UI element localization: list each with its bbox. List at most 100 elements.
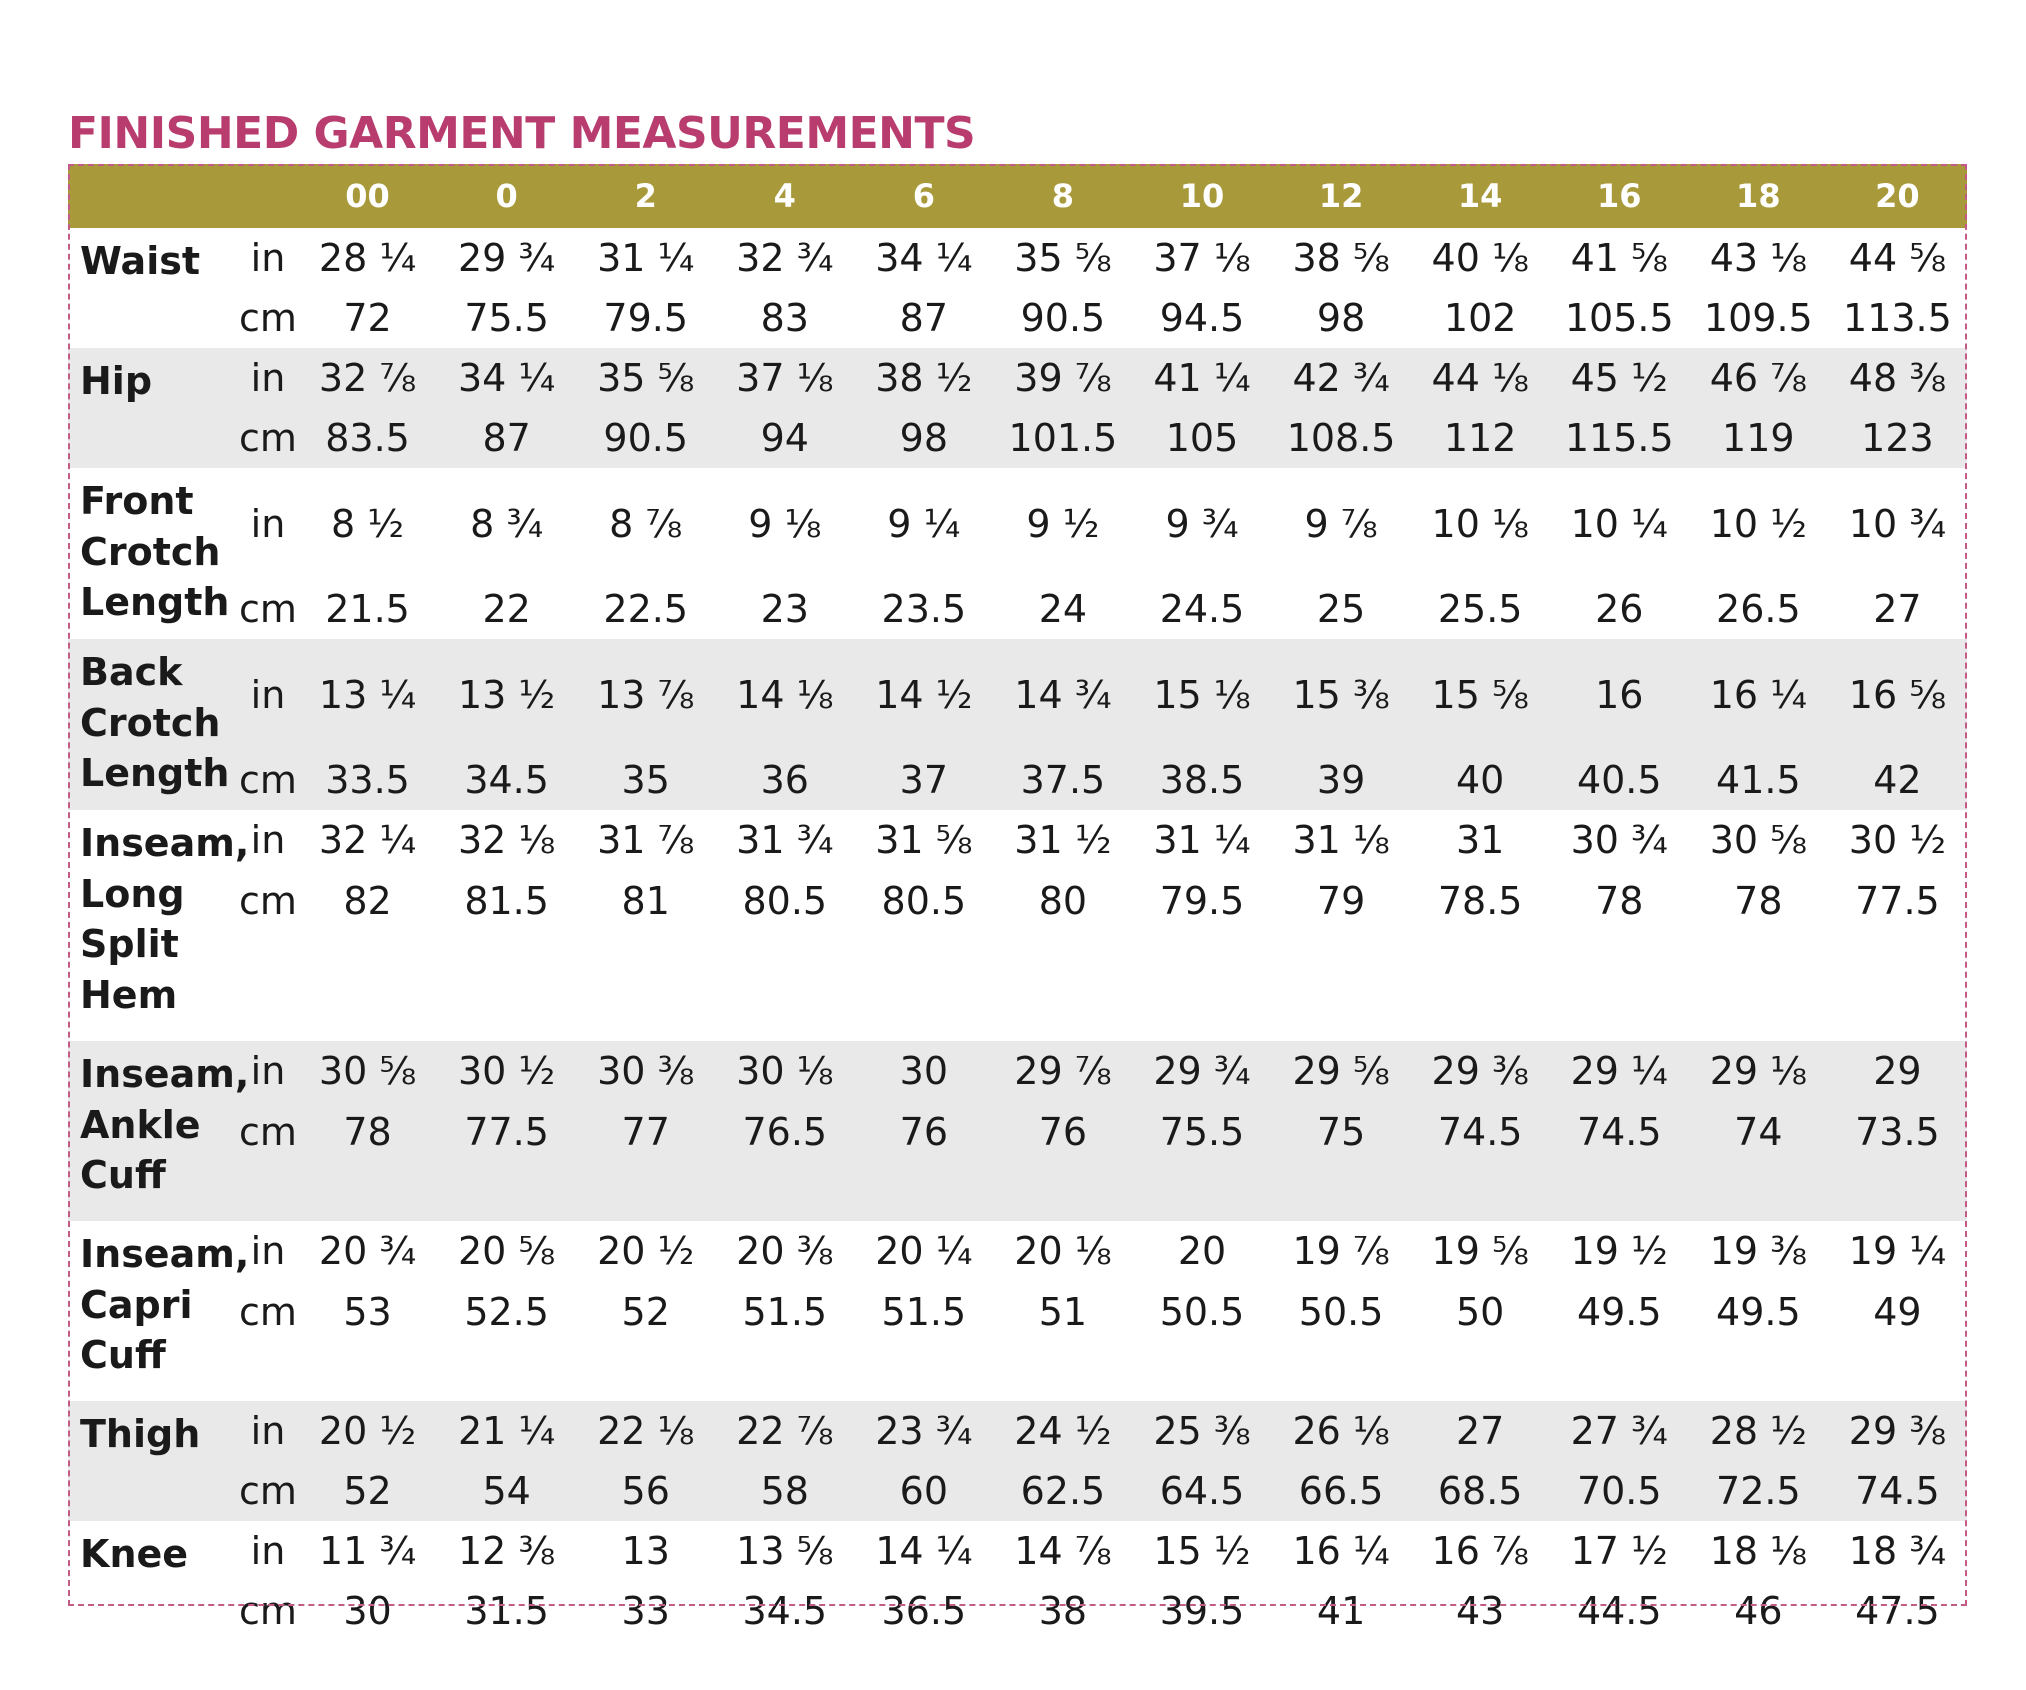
measurement-value: 31 ¼: [597, 236, 695, 280]
measurement-value: 30 ¾: [1570, 818, 1668, 862]
measurement-value: 42: [1827, 750, 1967, 810]
measurement-value: 31: [1455, 818, 1505, 862]
measurement-value: 70.5: [1549, 1461, 1689, 1521]
measurement-value: 75.5: [1132, 1101, 1272, 1221]
header-blank: [238, 164, 298, 228]
table-row: Inseam, Ankle Cuff in 30 ⅝ 30 ½ 30 ⅜ 30 ⅛ 30 29…: [68, 1041, 1967, 1221]
measurement-value: 25: [1316, 587, 1366, 631]
measurement-value: 19 ⅝: [1431, 1229, 1529, 1273]
measurement-value: 23: [760, 587, 809, 631]
measurement-value: 39 ⅞: [993, 348, 1133, 408]
measurement-value: 13 ½: [437, 639, 577, 750]
unit-label: in: [250, 236, 286, 280]
measurement-value: 29 ⅝: [1271, 1041, 1411, 1101]
measurement-value: 27: [1410, 1401, 1550, 1461]
measurement-value: 40.5: [1549, 750, 1689, 810]
measurement-value: 10 ½: [1709, 501, 1807, 546]
measurement-value: 10 ⅛: [1431, 501, 1529, 546]
measurement-value: 40 ⅛: [1431, 236, 1529, 280]
measurement-value: 32 ⅞: [298, 348, 438, 408]
measurement-value: 62.5: [993, 1461, 1133, 1521]
unit-label: cm: [238, 1101, 298, 1221]
measurement-value: 50.5: [1159, 1290, 1245, 1334]
measurement-value: 29 ⅞: [993, 1041, 1133, 1101]
measurement-value: 45 ½: [1549, 348, 1689, 408]
measurement-value: 31 ¼: [1153, 818, 1251, 862]
measurement-value: 33: [621, 1589, 670, 1633]
measurement-value: 16 ¼: [1292, 1529, 1390, 1573]
size-header: 16: [1549, 164, 1689, 228]
table-row: cm 21.5 22 22.5 23 23.5 24 24.5 25 25.5 26 26.5 27: [68, 579, 1967, 639]
measurement-value: 29 ¾: [457, 236, 556, 280]
dashed-frame: [68, 164, 1967, 1606]
measurement-value: 9 ⅛: [748, 501, 822, 546]
measurement-value: 26: [1595, 587, 1644, 631]
measurement-value: 31 ⅝: [875, 818, 973, 862]
measurement-value: 77.5: [1855, 879, 1940, 923]
measurement-value: 27: [1873, 587, 1922, 631]
measurement-value: 10 ¾: [1848, 501, 1947, 546]
measurement-value: 10 ¼: [1570, 501, 1668, 546]
measurement-value: 22 ⅛: [576, 1401, 716, 1461]
unit-label: cm: [239, 1290, 297, 1334]
measurement-value: 13 ⅝: [736, 1529, 834, 1573]
measurement-value: 9 ⅞: [1304, 501, 1378, 546]
measurement-value: 39: [1271, 750, 1411, 810]
measurement-value: 12 ⅜: [457, 1529, 556, 1573]
size-header: 18: [1688, 164, 1828, 228]
measurement-label: Waist: [80, 239, 201, 283]
measurement-label: Knee: [80, 1532, 189, 1576]
measurement-value: 35 ⅝: [576, 348, 716, 408]
table-row: Hip in 32 ⅞ 34 ¼ 35 ⅝ 37 ⅛ 38 ½ 39 ⅞ 41 ¼ 42 ¾ 44 …: [68, 348, 1967, 468]
measurement-value: 74.5: [1549, 1101, 1689, 1221]
measurement-value: 78: [298, 1101, 438, 1221]
measurement-value: 94: [715, 408, 855, 468]
measurement-value: 51: [1038, 1290, 1088, 1334]
size-header: 10: [1132, 164, 1272, 228]
measurement-value: 109.5: [1703, 296, 1813, 340]
measurement-value: 29 ¾: [1132, 1041, 1272, 1101]
measurement-value: 49: [1873, 1290, 1922, 1334]
measurement-value: 20 ⅛: [1014, 1229, 1112, 1273]
measurement-value: 123: [1827, 408, 1967, 468]
size-header: 4: [715, 164, 855, 228]
measurement-value: 34 ¼: [875, 236, 973, 280]
measurement-value: 14 ½: [854, 639, 994, 750]
measurement-label: Hip: [68, 348, 238, 468]
header-blank: [68, 164, 238, 228]
measurement-value: 115.5: [1549, 408, 1689, 468]
measurement-value: 15 ⅜: [1271, 639, 1411, 750]
measurement-value: 76: [993, 1101, 1133, 1221]
measurement-value: 16 ⅞: [1431, 1529, 1529, 1573]
page-title: FINISHED GARMENT MEASUREMENTS: [68, 108, 976, 159]
measurement-value: 112: [1410, 408, 1550, 468]
measurement-value: 64.5: [1132, 1461, 1272, 1521]
measurement-value: 13 ¼: [298, 639, 438, 750]
measurement-label: Thigh: [68, 1401, 238, 1521]
size-header: 00: [298, 164, 438, 228]
measurement-value: 48 ⅜: [1827, 348, 1967, 408]
size-header: 2: [576, 164, 716, 228]
measurement-value: 37: [854, 750, 994, 810]
measurement-value: 21 ¼: [437, 1401, 577, 1461]
measurement-value: 30 ½: [437, 1041, 577, 1101]
table-row: Inseam, Long Split Hem in 32 ¼ 32 ⅛ 31 ⅞ 31 ¾…: [68, 810, 1967, 1017]
measurement-value: 68.5: [1410, 1461, 1550, 1521]
measurement-value: 26.5: [1716, 587, 1801, 631]
measurement-value: 51.5: [881, 1290, 967, 1334]
measurement-value: 36.5: [881, 1589, 967, 1633]
unit-label: cm: [238, 1461, 298, 1521]
measurement-value: 9 ½: [1026, 501, 1100, 546]
measurement-value: 30: [854, 1041, 994, 1101]
measurement-label: Back Crotch Length: [68, 639, 238, 810]
measurement-value: 101.5: [993, 408, 1133, 468]
measurement-value: 41 ⅝: [1570, 236, 1668, 280]
measurement-value: 32 ⅛: [457, 818, 556, 862]
measurement-value: 81: [621, 879, 670, 923]
measurement-value: 28 ¼: [318, 236, 417, 280]
measurement-value: 33.5: [298, 750, 438, 810]
unit-label: in: [238, 1041, 298, 1101]
measurement-value: 105.5: [1564, 296, 1674, 340]
measurement-value: 31 ½: [1014, 818, 1112, 862]
measurement-value: 41 ¼: [1132, 348, 1272, 408]
